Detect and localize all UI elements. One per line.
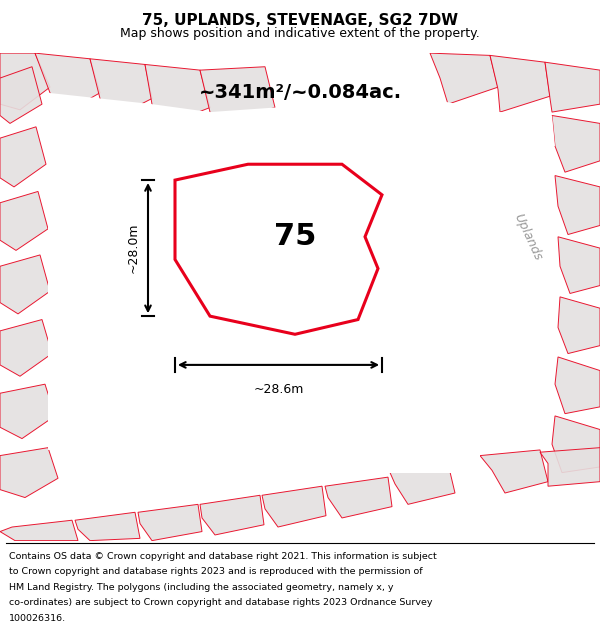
Polygon shape	[325, 477, 392, 518]
Polygon shape	[0, 319, 52, 376]
Polygon shape	[48, 123, 100, 450]
Text: Uplands: Uplands	[511, 211, 545, 262]
Text: Map shows position and indicative extent of the property.: Map shows position and indicative extent…	[120, 27, 480, 40]
Polygon shape	[75, 512, 140, 541]
Polygon shape	[555, 357, 600, 414]
Text: 75: 75	[274, 222, 316, 251]
Polygon shape	[0, 448, 58, 498]
Text: ~28.6m: ~28.6m	[253, 383, 304, 396]
Polygon shape	[200, 495, 264, 535]
Text: ~341m²/~0.084ac.: ~341m²/~0.084ac.	[199, 83, 401, 102]
Polygon shape	[145, 64, 210, 127]
Polygon shape	[100, 450, 480, 472]
Polygon shape	[200, 67, 275, 123]
Text: HM Land Registry. The polygons (including the associated geometry, namely x, y: HM Land Registry. The polygons (includin…	[9, 582, 394, 592]
Polygon shape	[545, 62, 600, 112]
Polygon shape	[390, 464, 455, 504]
Polygon shape	[175, 164, 382, 334]
Text: 75, UPLANDS, STEVENAGE, SG2 7DW: 75, UPLANDS, STEVENAGE, SG2 7DW	[142, 13, 458, 28]
Text: ~28.0m: ~28.0m	[127, 223, 140, 273]
Polygon shape	[0, 127, 46, 187]
Polygon shape	[555, 176, 600, 234]
Polygon shape	[540, 448, 600, 486]
Polygon shape	[430, 53, 498, 104]
Polygon shape	[0, 191, 48, 251]
Polygon shape	[480, 450, 548, 493]
Polygon shape	[558, 297, 600, 354]
Polygon shape	[90, 59, 152, 121]
Polygon shape	[35, 53, 100, 116]
Polygon shape	[0, 53, 50, 110]
Polygon shape	[0, 255, 50, 314]
Text: 100026316.: 100026316.	[9, 614, 66, 623]
Polygon shape	[138, 504, 202, 541]
Polygon shape	[552, 116, 600, 172]
Polygon shape	[490, 56, 550, 112]
Polygon shape	[48, 92, 555, 146]
Polygon shape	[0, 67, 42, 123]
Polygon shape	[558, 237, 600, 294]
Text: to Crown copyright and database rights 2023 and is reproduced with the permissio: to Crown copyright and database rights 2…	[9, 568, 422, 576]
Polygon shape	[0, 520, 78, 541]
Polygon shape	[0, 384, 55, 439]
Text: Contains OS data © Crown copyright and database right 2021. This information is : Contains OS data © Crown copyright and d…	[9, 552, 437, 561]
Polygon shape	[262, 486, 326, 527]
Polygon shape	[552, 416, 600, 472]
Text: co-ordinates) are subject to Crown copyright and database rights 2023 Ordnance S: co-ordinates) are subject to Crown copyr…	[9, 598, 433, 608]
